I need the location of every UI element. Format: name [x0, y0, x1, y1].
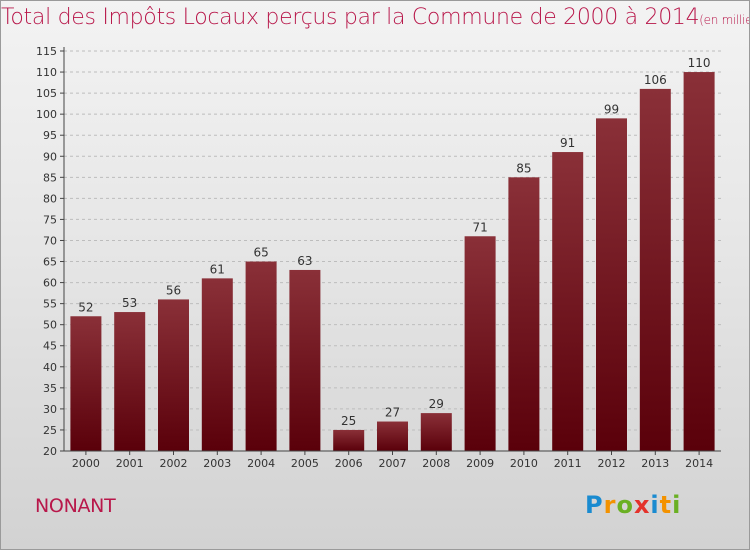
- commune-name: NONANT: [35, 495, 116, 517]
- x-tick-label: 2005: [291, 457, 319, 470]
- y-tick-label: 35: [43, 382, 57, 395]
- bar-value-label: 27: [385, 406, 400, 420]
- y-tick-label: 90: [43, 150, 57, 163]
- x-tick-label: 2009: [466, 457, 494, 470]
- bar: [683, 72, 715, 451]
- bar-value-label: 56: [166, 283, 181, 297]
- x-tick-label: 2002: [160, 457, 188, 470]
- bar: [596, 118, 627, 452]
- y-tick-label: 85: [43, 171, 57, 184]
- bar: [70, 316, 102, 451]
- y-tick-label: 115: [36, 45, 57, 58]
- bar: [464, 236, 496, 451]
- title-main: Total des Impôts Locaux perçus par la Co…: [1, 5, 700, 30]
- bar: [333, 429, 365, 451]
- y-tick-label: 95: [43, 129, 57, 142]
- x-tick-label: 2001: [116, 457, 144, 470]
- logo-letter: i: [672, 491, 682, 519]
- bar-value-label: 99: [604, 102, 619, 116]
- x-tick-label: 2006: [335, 457, 363, 470]
- bar-value-label: 85: [516, 161, 531, 175]
- y-tick-label: 30: [43, 403, 57, 416]
- logo-letter: o: [616, 491, 634, 519]
- bar-value-label: 65: [253, 246, 268, 260]
- y-tick-label: 20: [43, 445, 57, 458]
- y-tick-label: 40: [43, 361, 57, 374]
- title-unit: (en milliers d'€): [699, 13, 749, 27]
- x-tick-label: 2011: [554, 457, 582, 470]
- logo-letter: i: [650, 491, 660, 519]
- y-tick-label: 80: [43, 192, 57, 205]
- bar: [508, 177, 540, 451]
- x-tick-label: 2003: [203, 457, 231, 470]
- logo-letter: r: [603, 491, 617, 519]
- bar-value-label: 61: [210, 262, 225, 276]
- x-tick-label: 2014: [685, 457, 713, 470]
- y-tick-label: 110: [36, 66, 57, 79]
- bar-value-label: 106: [644, 73, 667, 87]
- y-tick-label: 105: [36, 87, 57, 100]
- bar: [639, 88, 671, 451]
- y-tick-label: 75: [43, 213, 57, 226]
- bar-value-label: 29: [429, 397, 444, 411]
- y-tick-label: 65: [43, 256, 57, 269]
- x-tick-label: 2008: [422, 457, 450, 470]
- logo-letter: x: [633, 491, 651, 519]
- bar-value-label: 91: [560, 136, 575, 150]
- bar-value-label: 25: [341, 414, 356, 428]
- x-tick-label: 2007: [379, 457, 407, 470]
- bar-value-label: 110: [688, 56, 711, 70]
- x-tick-label: 2004: [247, 457, 275, 470]
- bar: [420, 413, 452, 451]
- bar-value-label: 71: [472, 220, 487, 234]
- bar-value-label: 53: [122, 296, 137, 310]
- y-tick-label: 50: [43, 319, 57, 332]
- bar: [114, 312, 146, 451]
- x-tick-label: 2013: [641, 457, 669, 470]
- bar: [201, 278, 233, 451]
- x-tick-label: 2010: [510, 457, 538, 470]
- bar: [245, 261, 277, 451]
- logo-letter: P: [585, 491, 604, 519]
- bar: [377, 421, 408, 451]
- x-tick-label: 2000: [72, 457, 100, 470]
- y-tick-label: 60: [43, 277, 57, 290]
- y-tick-label: 45: [43, 340, 57, 353]
- y-tick-label: 55: [43, 298, 57, 311]
- bar-value-label: 52: [78, 300, 93, 314]
- y-tick-label: 70: [43, 234, 57, 247]
- logo-letter: t: [659, 491, 673, 519]
- bar-value-label: 63: [297, 254, 312, 268]
- y-tick-label: 100: [36, 108, 57, 121]
- bar: [289, 269, 321, 451]
- y-tick-label: 25: [43, 424, 57, 437]
- bar: [158, 299, 189, 451]
- chart-title: Total des Impôts Locaux perçus par la Co…: [1, 5, 749, 30]
- x-tick-label: 2012: [598, 457, 626, 470]
- bar: [552, 152, 584, 452]
- proxiti-logo[interactable]: Proxiti: [585, 491, 681, 519]
